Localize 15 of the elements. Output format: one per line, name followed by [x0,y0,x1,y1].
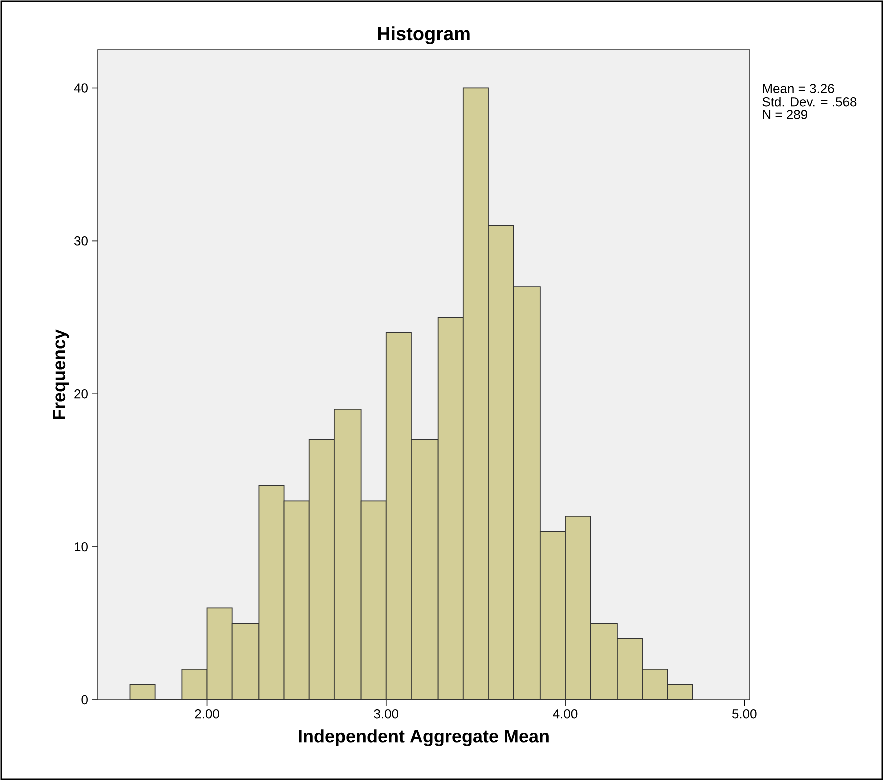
chart-title: Histogram [378,26,470,44]
y-tick-label: 0 [82,695,88,705]
y-axis-title: Frequency [53,330,70,420]
y-tick-label: 30 [74,236,88,246]
x-axis-title: Independent Aggregate Mean [299,730,549,746]
text: Std. Dev. = .568 [762,97,857,107]
text: Mean = 3.26 [763,84,834,94]
x-tick-label: 2.00 [195,710,220,719]
x-tick-label: 5.00 [732,710,757,719]
y-tick-label: 10 [75,542,88,552]
y-tick-label: 20 [74,390,88,399]
text: N = 289 [763,110,808,120]
x-tick-label: 4.00 [553,710,578,719]
y-tick-label: 40 [74,84,88,93]
x-tick-label: 3.00 [374,710,399,719]
